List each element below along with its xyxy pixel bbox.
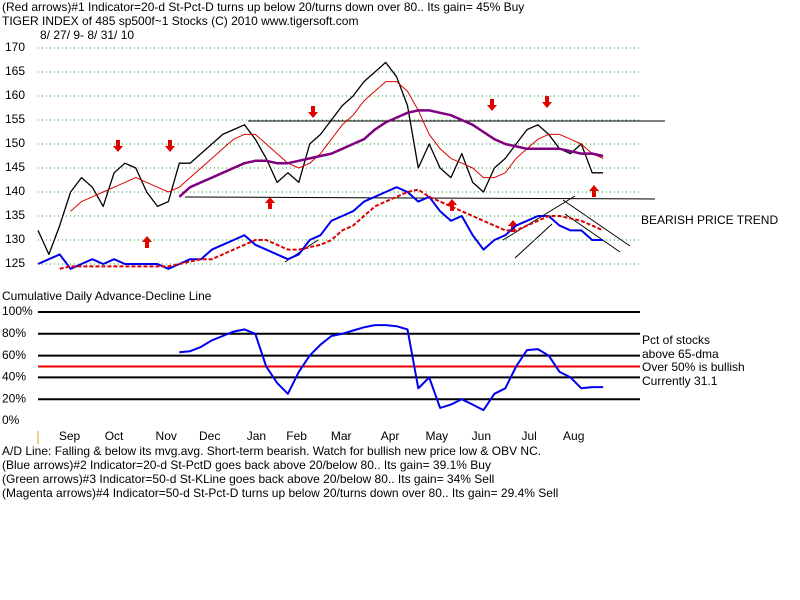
series-line [37,61,604,256]
footer-line: (Magenta arrows)#4 Indicator=50-d St-Pct… [2,486,558,500]
x-tick-label: May [425,429,448,443]
y-tick-label: 130 [5,232,25,246]
arrow-down [308,106,318,118]
y-tick-label: 170 [5,40,25,54]
x-tick-label: Oct [105,429,124,443]
y-tick-label: 150 [5,136,25,150]
signal-arrows [113,96,599,248]
x-tick-label: Apr [381,429,400,443]
arrow-up [447,199,457,211]
series-line [179,324,604,412]
y-tick-label: 20% [2,391,26,405]
annotation: Over 50% is bullish [642,360,745,374]
x-tick-label: Feb [286,429,307,443]
arrow-up [265,197,275,209]
annotation: Currently 31.1 [642,374,718,388]
series-label: Cumulative Daily Advance-Decline Line [2,289,212,303]
arrow-up [589,185,599,197]
trend-line [564,213,621,253]
arrow-down [165,140,175,152]
y-tick-label: 165 [5,64,25,78]
trend-lines [184,120,665,263]
y-tick-label: 40% [2,370,26,384]
x-tick-label: Jun [472,429,491,443]
trend-line [562,199,631,247]
trend-line [514,223,553,259]
arrow-down [487,99,497,111]
x-tick-label: Nov [156,429,177,443]
series-line [178,109,604,198]
y-tick-label: 160 [5,88,25,102]
annotation: BEARISH PRICE TREND [641,213,778,227]
footer-line: (Green arrows)#3 Indicator=50-d St-KLine… [2,472,494,486]
y-tick-label: 0% [2,413,20,427]
series-line [59,188,604,270]
footer-line: (Blue arrows)#2 Indicator=20-d St-PctD g… [2,458,491,472]
support-line [184,196,656,200]
arrow-up [142,236,152,248]
x-tick-label: Jul [521,429,536,443]
chart-title: TIGER INDEX of 485 sp500f~1 Stocks (C) 2… [2,14,358,28]
arrow-down [542,96,552,108]
x-tick-label: Aug [563,429,584,443]
annotation: above 65-dma [642,347,719,361]
series-line [37,186,604,270]
x-tick-label: Mar [331,429,352,443]
series-line [70,81,604,212]
x-tick-label: Dec [199,429,220,443]
y-tick-label: 100% [2,304,33,318]
date-range: 8/ 27/ 9- 8/ 31/ 10 [40,28,134,42]
trend-line [502,195,576,241]
header-line: (Red arrows)#1 Indicator=20-d St-Pct-D t… [2,0,524,14]
y-tick-label: 135 [5,208,25,222]
x-tick-label: Sep [59,429,81,443]
x-tick-label: Jan [247,429,266,443]
y-tick-label: 155 [5,112,25,126]
y-tick-label: 60% [2,348,26,362]
arrow-down [113,140,123,152]
annotation: Pct of stocks [642,333,710,347]
y-tick-label: 80% [2,326,26,340]
y-tick-label: 145 [5,160,25,174]
y-tick-label: 125 [5,256,25,270]
footer-line: A/D Line: Falling & below its mvg.avg. S… [2,444,541,458]
y-tick-label: 140 [5,184,25,198]
arrow-up [508,220,518,232]
